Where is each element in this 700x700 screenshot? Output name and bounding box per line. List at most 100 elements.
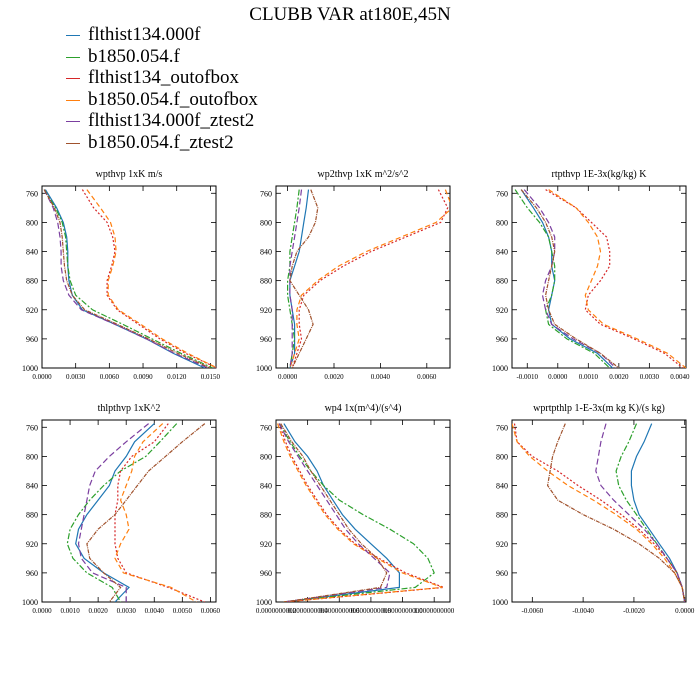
legend-swatch-5 <box>66 142 80 144</box>
y-tick-label: 800 <box>260 218 272 227</box>
subplot-title: wpthvp 1xK m/s <box>96 169 163 180</box>
series-line-5 <box>280 423 388 602</box>
y-tick-label: 920 <box>26 540 38 549</box>
x-tick-label: 0.0000 <box>675 607 695 615</box>
series-line-3 <box>86 189 216 368</box>
x-tick-label: 0.0000 <box>32 607 52 615</box>
legend-label: b1850.054.f <box>88 45 180 67</box>
x-tick-label: 0.0060 <box>201 607 221 615</box>
y-tick-label: 880 <box>260 511 272 520</box>
series-line-0 <box>630 423 686 602</box>
y-tick-label: 920 <box>260 540 272 549</box>
y-tick-label: 760 <box>260 189 272 198</box>
plot-frame <box>275 419 451 603</box>
series-line-2 <box>513 423 686 602</box>
series-line-1 <box>43 189 213 368</box>
subplot-title: wprtpthlp 1-E-3x(m kg K)/(s kg) <box>533 403 665 414</box>
series-line-0 <box>44 189 206 368</box>
series-line-3 <box>114 423 197 602</box>
subplot-4: wp4 1x(m^4)/(s^4)76080084088092096010000… <box>256 403 455 615</box>
y-tick-label: 760 <box>496 423 508 432</box>
y-tick-label: 1000 <box>256 364 272 373</box>
y-tick-label: 1000 <box>22 364 38 373</box>
series-line-4 <box>523 189 617 368</box>
plot-frame <box>511 419 687 603</box>
x-tick-label: 0.6000000000 <box>351 607 392 615</box>
legend-swatch-3 <box>66 99 80 101</box>
legend-label: flthist134_outofbox <box>88 67 239 88</box>
legend-label: flthist134.000f <box>88 24 201 45</box>
y-tick-label: 880 <box>496 511 508 520</box>
y-tick-label: 960 <box>496 335 508 344</box>
x-tick-label: -0.0020 <box>623 607 645 615</box>
y-tick-label: 880 <box>26 511 38 520</box>
subplot-title: rtpthvp 1E-3x(kg/kg) K <box>552 169 648 180</box>
series-line-1 <box>278 423 435 602</box>
y-tick-label: 960 <box>26 335 38 344</box>
legend-label: b1850.054.f_ztest2 <box>88 131 234 153</box>
y-tick-label: 800 <box>26 452 38 461</box>
plot-frame <box>41 185 217 369</box>
legend-entry: flthist134.000f_ztest2 <box>66 110 258 132</box>
y-tick-label: 920 <box>26 306 38 315</box>
series-line-1 <box>514 189 611 368</box>
x-tick-label: 0.0000000000 <box>256 607 297 615</box>
series-line-5 <box>86 423 206 602</box>
plot-frame <box>511 185 687 369</box>
y-tick-label: 800 <box>496 452 508 461</box>
y-tick-label: 880 <box>26 277 38 286</box>
x-tick-label: 0.0050 <box>173 607 193 615</box>
x-tick-label: 0.0020 <box>324 373 344 381</box>
series-line-4 <box>595 423 686 602</box>
x-tick-label: 0.0010 <box>60 607 80 615</box>
series-line-4 <box>43 189 209 368</box>
y-tick-label: 1000 <box>492 598 508 607</box>
series-line-1 <box>287 189 300 368</box>
x-tick-label: 0.0120 <box>167 373 187 381</box>
y-tick-label: 800 <box>26 218 38 227</box>
legend-label: b1850.054.f_outofbox <box>88 88 258 110</box>
series-line-3 <box>548 189 686 368</box>
figure-title: CLUBB VAR at180E,45N <box>249 4 451 25</box>
legend-entry: b1850.054.f_ztest2 <box>66 132 258 154</box>
y-tick-label: 760 <box>26 189 38 198</box>
series-line-2 <box>114 423 206 602</box>
x-tick-label: 0.0030 <box>640 373 660 381</box>
series-line-2 <box>81 189 216 368</box>
legend: flthist134.000f b1850.054.f flthist134_o… <box>66 24 258 153</box>
series-line-4 <box>278 423 391 602</box>
x-tick-label: 0.0150 <box>201 373 221 381</box>
y-tick-label: 1000 <box>22 598 38 607</box>
x-tick-label: 0.0000 <box>548 373 568 381</box>
series-line-3 <box>277 423 443 602</box>
y-tick-label: 800 <box>260 452 272 461</box>
legend-label: flthist134.000f_ztest2 <box>88 110 255 131</box>
legend-swatch-1 <box>66 56 80 58</box>
x-tick-label: 0.0040 <box>670 373 690 381</box>
y-tick-label: 880 <box>496 277 508 286</box>
y-tick-label: 760 <box>260 423 272 432</box>
x-tick-label: 0.0040 <box>371 373 391 381</box>
series-line-2 <box>545 189 684 368</box>
x-tick-label: -0.0010 <box>516 373 538 381</box>
y-tick-label: 960 <box>260 335 272 344</box>
legend-entry: b1850.054.f_outofbox <box>66 89 258 111</box>
x-tick-label: 0.0020 <box>89 607 109 615</box>
series-line-0 <box>520 189 614 368</box>
legend-swatch-0 <box>66 35 80 37</box>
y-tick-label: 1000 <box>256 598 272 607</box>
y-tick-label: 920 <box>496 540 508 549</box>
x-tick-label: -0.0040 <box>572 607 594 615</box>
subplot-title: wp4 1x(m^4)/(s^4) <box>325 403 402 414</box>
series-line-0 <box>283 423 400 602</box>
legend-swatch-4 <box>66 121 80 123</box>
plot-frame <box>275 185 451 369</box>
y-tick-label: 760 <box>26 423 38 432</box>
x-tick-label: 1.0000000000 <box>414 607 455 615</box>
y-tick-label: 840 <box>260 248 272 257</box>
x-tick-label: 0.0090 <box>133 373 153 381</box>
legend-swatch-2 <box>66 78 80 80</box>
series-line-0 <box>289 189 310 368</box>
y-tick-label: 960 <box>260 569 272 578</box>
